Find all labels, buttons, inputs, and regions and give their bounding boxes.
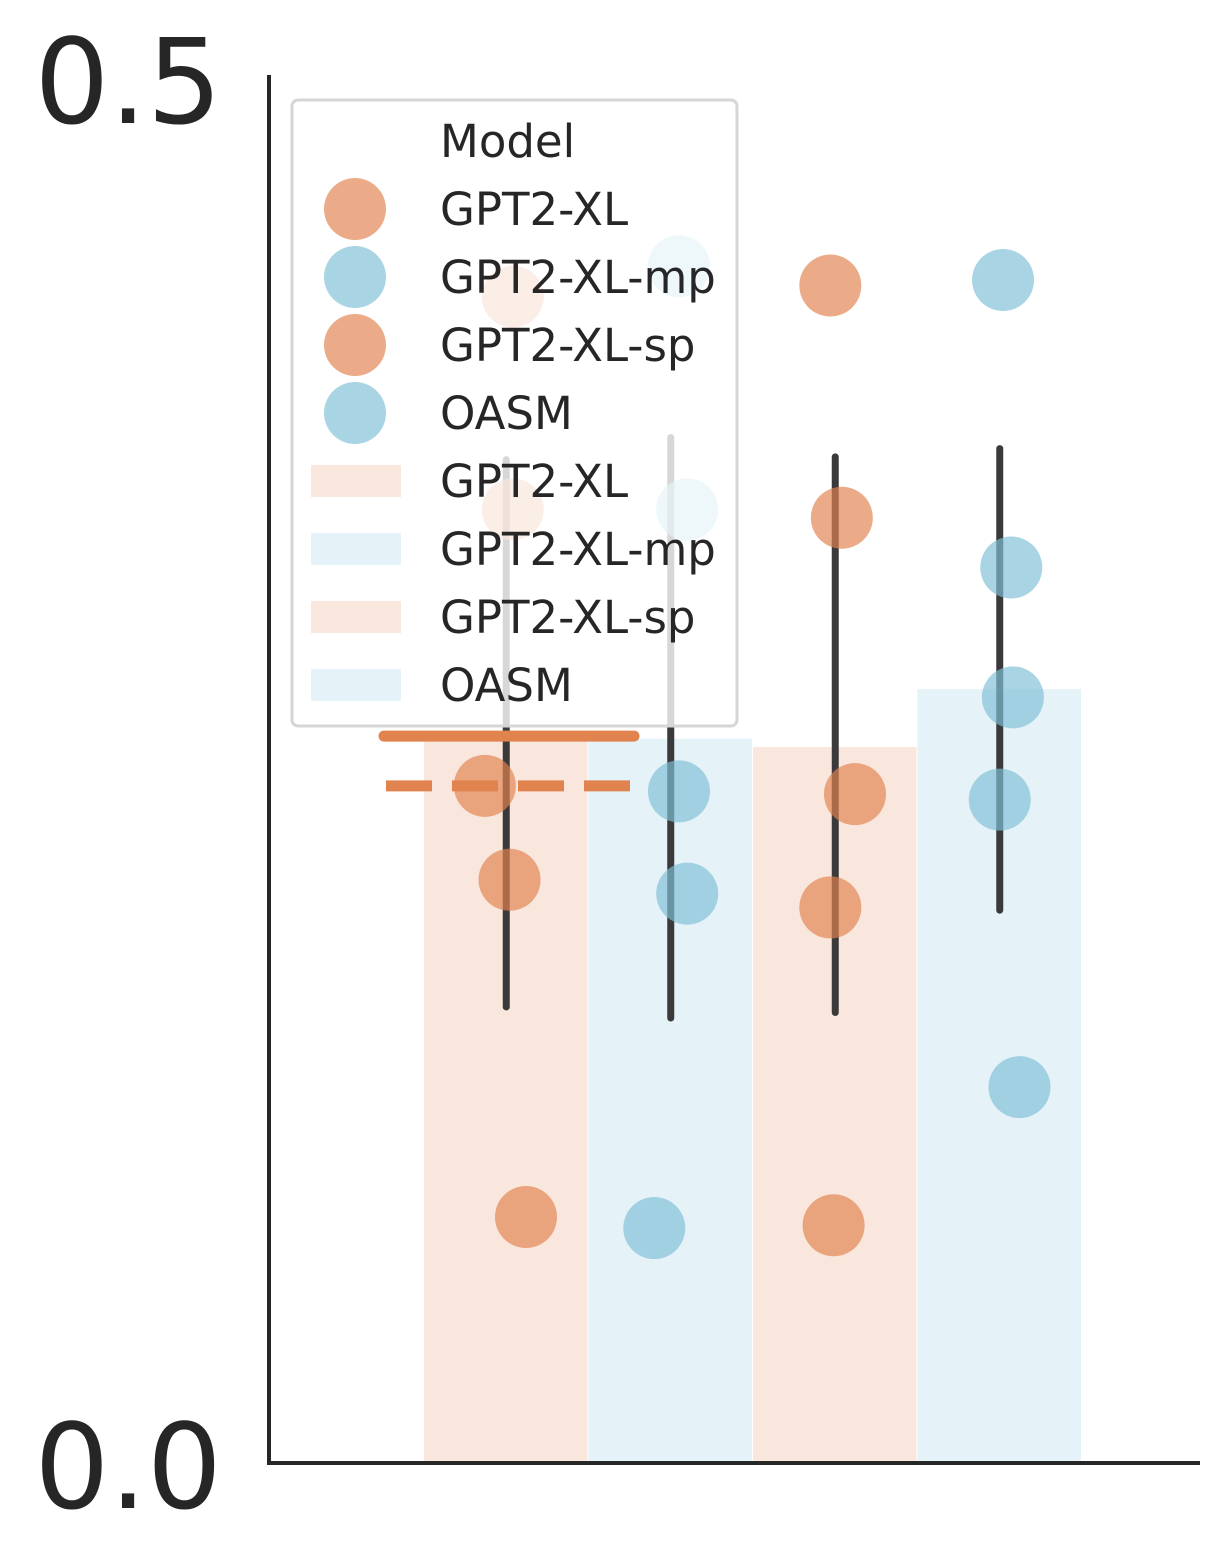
data-point-17 — [981, 666, 1044, 729]
legend-marker-3 — [324, 382, 386, 444]
data-point-9 — [623, 1197, 686, 1260]
legend-label-4: GPT2-XL — [440, 455, 628, 508]
data-point-18 — [968, 768, 1031, 831]
data-point-16 — [980, 536, 1043, 599]
legend-patch-4 — [311, 465, 401, 497]
legend-title: Model — [440, 115, 575, 168]
data-point-3 — [478, 848, 541, 911]
y-tick-label-max: 0.5 — [34, 13, 222, 151]
data-point-11 — [810, 486, 873, 549]
data-point-13 — [799, 876, 862, 939]
legend-label-0: GPT2-XL — [440, 183, 628, 236]
data-point-4 — [494, 1186, 557, 1249]
legend-label-3: OASM — [440, 387, 573, 440]
legend-marker-2 — [324, 314, 386, 376]
data-point-15 — [972, 249, 1035, 312]
legend-marker-1 — [324, 246, 386, 308]
data-point-10 — [799, 254, 862, 317]
legend-marker-0 — [324, 178, 386, 240]
legend-label-6: GPT2-XL-sp — [440, 591, 695, 644]
legend: Model GPT2-XL GPT2-XL-mp GPT2-XL-sp OASM GPT… — [290, 98, 739, 728]
y-tick-label-min: 0.0 — [34, 1398, 222, 1536]
legend-label-5: GPT2-XL-mp — [440, 523, 716, 576]
legend-label-1: GPT2-XL-mp — [440, 251, 716, 304]
legend-label-7: OASM — [440, 659, 573, 712]
data-point-19 — [988, 1056, 1051, 1119]
data-point-8 — [656, 862, 719, 925]
legend-label-2: GPT2-XL-sp — [440, 319, 695, 372]
reference-lines — [378, 730, 640, 792]
legend-patch-6 — [311, 601, 401, 633]
legend-patch-7 — [311, 669, 401, 701]
data-point-14 — [802, 1194, 865, 1257]
legend-patch-5 — [311, 533, 401, 565]
axes: 0.5 0.0 — [34, 13, 1200, 1536]
data-point-12 — [823, 763, 886, 826]
legend-frame — [290, 98, 739, 728]
data-point-7 — [647, 760, 710, 823]
